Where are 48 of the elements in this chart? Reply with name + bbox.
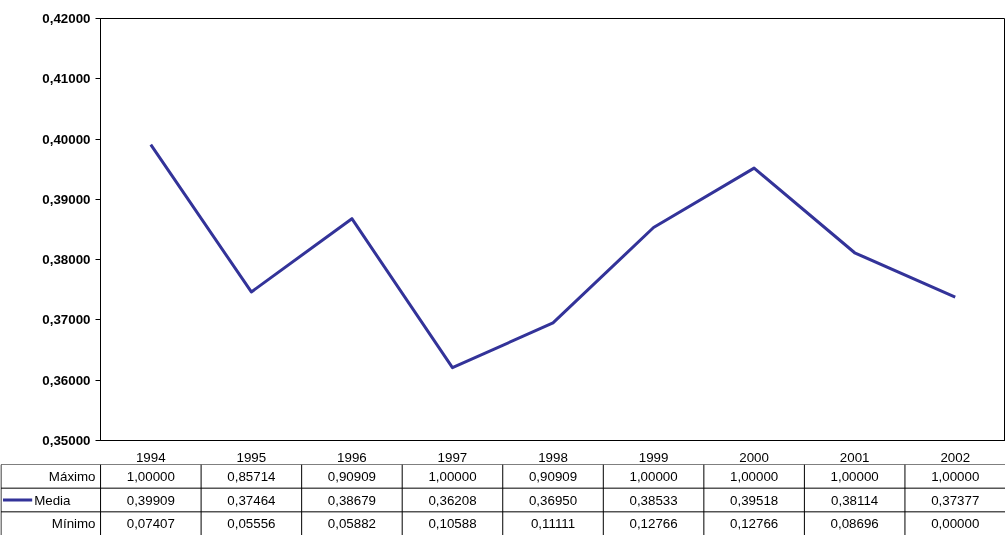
data-label: 0,38114 — [831, 492, 879, 508]
text: 0,11111 — [530, 516, 576, 532]
data-label: 0,38679 — [327, 492, 377, 508]
data-label: 0,39518 — [730, 492, 779, 508]
x-tick-label: 1999 — [638, 449, 669, 465]
text: 1,00000 — [428, 468, 477, 484]
text: Mínimo — [51, 516, 96, 532]
text: 1,00000 — [830, 468, 879, 484]
data-label: 0,37464 — [227, 492, 277, 508]
text: 0,90909 — [528, 468, 578, 484]
y-tick-label: 0,36000 — [42, 372, 91, 388]
data-label: 0,36950 — [528, 492, 578, 508]
text: 0,00000 — [931, 516, 980, 532]
y-tick-label: 0,39000 — [42, 191, 91, 207]
text: 0,85714 — [227, 468, 276, 484]
x-tick-label: 1994 — [135, 449, 167, 465]
text: 1,00000 — [931, 468, 980, 484]
y-tick-label: 0,42000 — [42, 11, 91, 26]
x-tick-label: 1995 — [236, 449, 267, 465]
x-tick-label: 2002 — [940, 449, 971, 465]
x-tick-label: 1997 — [437, 449, 468, 465]
y-tick-label: 0,38000 — [42, 252, 91, 268]
text: 1,00000 — [730, 468, 779, 484]
y-tick-label: 0,35000 — [42, 433, 91, 448]
text: 0,12766 — [730, 516, 779, 532]
text: 0,12766 — [629, 516, 678, 532]
text: 0,05882 — [327, 516, 377, 532]
x-tick-label: 1998 — [538, 449, 568, 465]
y-tick-label: 0,40000 — [42, 131, 91, 147]
text: 0,05556 — [227, 516, 276, 532]
y-tick-label: 0,37000 — [42, 312, 91, 328]
text: 0,07407 — [126, 516, 175, 532]
text: Máximo — [48, 468, 96, 484]
text: 0,08696 — [830, 516, 879, 532]
data-label: 0,36208 — [428, 492, 477, 508]
data-label: 0,38533 — [629, 492, 678, 508]
x-tick-label: 2000 — [739, 449, 769, 465]
text: 1,00000 — [629, 468, 678, 484]
text: 0,10588 — [428, 516, 477, 532]
line-series — [149, 143, 957, 370]
data-label: 0,39909 — [126, 492, 175, 508]
x-tick-label: 1996 — [337, 449, 367, 465]
text: 1,00000 — [126, 468, 175, 484]
x-tick-label: 2001 — [839, 449, 870, 465]
text: 0,90909 — [327, 468, 377, 484]
legend-label: Media — [34, 492, 72, 508]
y-tick-label: 0,41000 — [42, 71, 91, 87]
data-label: 0,37377 — [931, 492, 980, 508]
